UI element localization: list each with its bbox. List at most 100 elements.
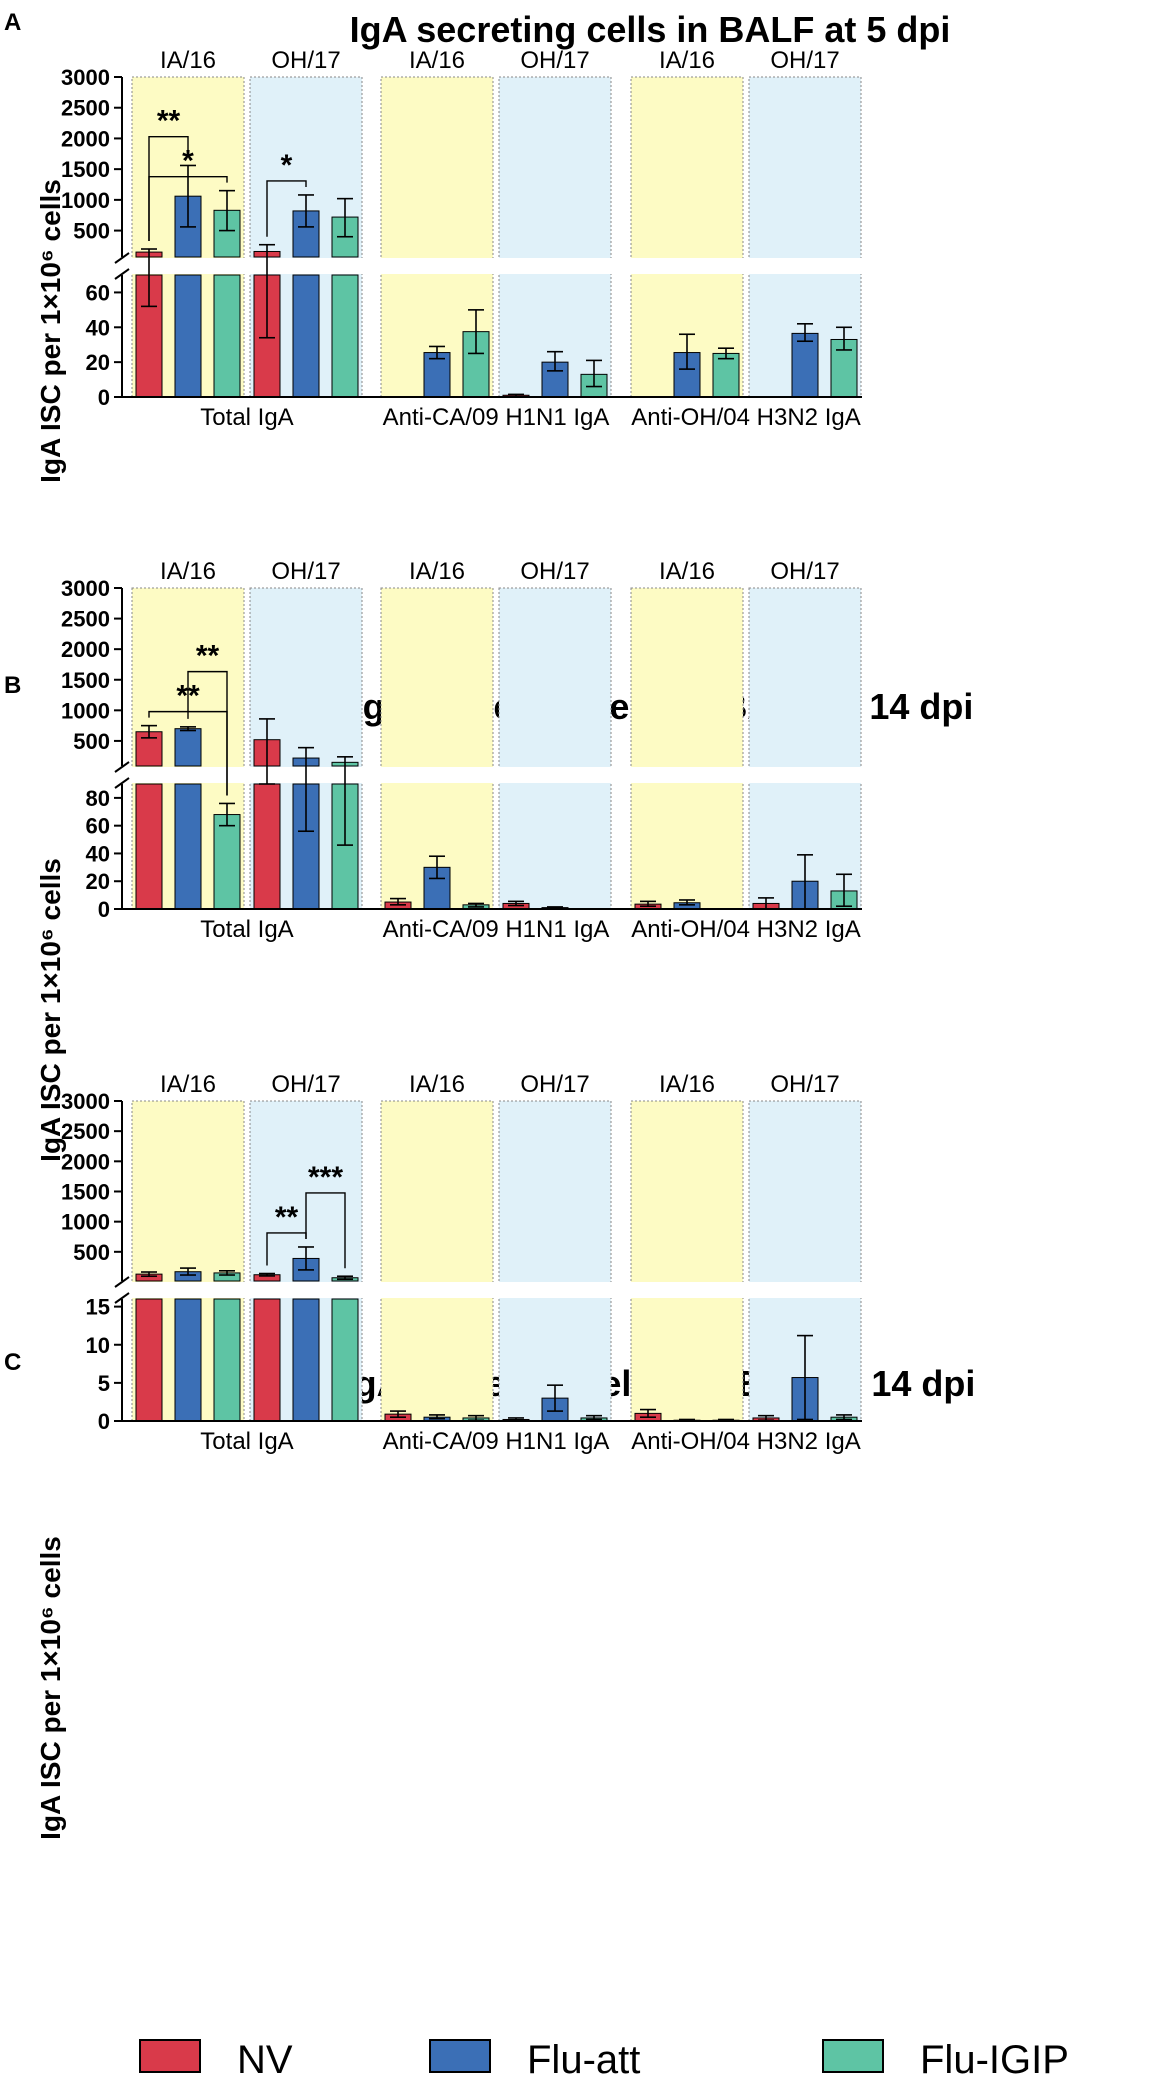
axis-break-mark [114, 777, 130, 789]
axis-break-gap [100, 1282, 1150, 1298]
y-tick-label: 2000 [61, 1149, 110, 1174]
strain-label: OH/17 [271, 1071, 340, 1098]
axis-break-mark [114, 252, 130, 264]
y-tick-label: 40 [86, 315, 110, 340]
group-label: Anti-OH/04 H3N2 IgA [631, 404, 860, 431]
significance-bracket [148, 135, 189, 242]
group-label: Total IgA [200, 404, 293, 431]
bar [174, 1298, 202, 1422]
group-label: Anti-CA/09 H1N1 IgA [383, 404, 610, 431]
strain-label: OH/17 [271, 47, 340, 74]
panel-c-plot: IA/16 OH/17 IA/16 OH/17 IA/16 OH/17*****50010… [61, 1071, 1150, 1455]
strain-label: OH/17 [770, 1071, 839, 1098]
legend-swatch-flu-att [429, 2039, 491, 2073]
strain-label: IA/16 [409, 1071, 465, 1098]
legend: NV Flu-att Flu-IGIP [139, 2038, 1069, 2076]
y-tick-label: 3000 [61, 65, 110, 90]
strain-label: IA/16 [409, 47, 465, 74]
y-tick-label: 2000 [61, 637, 110, 662]
group-label: Anti-OH/04 H3N2 IgA [631, 1428, 860, 1455]
y-tick-label: 1500 [61, 668, 110, 693]
legend-item-flu-att: Flu-att [429, 2038, 640, 2076]
strain-box [498, 587, 612, 910]
strain-label: IA/16 [160, 1071, 216, 1098]
panel-c-y-axis-label: IgA ISC per 1×10⁶ cells [35, 1536, 66, 1840]
strain-label: OH/17 [520, 558, 589, 585]
legend-label-nv: NV [237, 2038, 293, 2076]
bar [213, 1298, 241, 1422]
y-tick-label: 60 [86, 814, 110, 839]
significance-bracket [305, 1192, 346, 1269]
y-tick-label: 500 [73, 219, 110, 244]
panel-c: C IgA secreting cells in PBMC at 14 dpi … [4, 1071, 1150, 1840]
strain-label: OH/17 [520, 1071, 589, 1098]
bar [135, 1298, 163, 1422]
strain-label: IA/16 [659, 1071, 715, 1098]
strain-label: OH/17 [770, 558, 839, 585]
legend-label-flu-igip: Flu-IGIP [920, 2038, 1069, 2076]
panel-letter-c: C [4, 1349, 21, 1376]
group-label: Anti-OH/04 H3N2 IgA [631, 916, 860, 943]
significance-bracket [266, 180, 307, 237]
y-tick-label: 500 [73, 729, 110, 754]
y-tick-label: 3000 [61, 1089, 110, 1114]
bar [253, 1298, 281, 1422]
axis-break-gap [100, 258, 1150, 274]
y-tick-label: 500 [73, 1240, 110, 1265]
group-label: Total IgA [200, 1428, 293, 1455]
bar [253, 783, 281, 910]
legend-swatch-flu-igip [822, 2039, 884, 2073]
y-tick-label: 2500 [61, 96, 110, 121]
strain-label: OH/17 [271, 558, 340, 585]
group-label: Anti-CA/09 H1N1 IgA [383, 1428, 610, 1455]
y-tick-label: 1500 [61, 1179, 110, 1204]
bar [423, 352, 451, 398]
bar [174, 783, 202, 910]
y-tick-label: 0 [98, 385, 110, 410]
axis-break-mark [114, 1276, 130, 1288]
bar [331, 1298, 359, 1422]
panel-b-plot: IA/16 OH/17 IA/16 OH/17 IA/16 OH/17****500100… [61, 558, 1150, 943]
y-tick-label: 0 [98, 897, 110, 922]
y-tick-label: 0 [98, 1409, 110, 1434]
panel-a-y-axis-label: IgA ISC per 1×10⁶ cells [35, 179, 66, 483]
y-tick-label: 40 [86, 841, 110, 866]
y-tick-label: 1000 [61, 698, 110, 723]
panel-b-y-axis-label: IgA ISC per 1×10⁶ cells [35, 858, 66, 1162]
significance-label: ** [157, 105, 181, 138]
strain-label: IA/16 [409, 558, 465, 585]
bar [174, 274, 202, 398]
significance-label: * [281, 149, 293, 182]
significance-label: *** [308, 1161, 343, 1194]
y-tick-label: 3000 [61, 576, 110, 601]
bar [712, 352, 740, 398]
group-label: Total IgA [200, 916, 293, 943]
significance-label: ** [196, 640, 220, 673]
strain-box [630, 587, 744, 910]
bar [213, 814, 241, 910]
bar [213, 274, 241, 398]
panel-b: B IgA secreting cells in BALF at 14 dpi … [4, 558, 1150, 1162]
panel-a-plot: IA/16 OH/17 IA/16 OH/17 IA/16 OH/17****500100… [61, 47, 1150, 431]
axis-break-gap [100, 767, 1150, 783]
strain-label: IA/16 [160, 47, 216, 74]
y-tick-label: 60 [86, 280, 110, 305]
strain-box [498, 76, 612, 398]
panel-a: A IgA secreting cells in BALF at 5 dpi I… [4, 9, 1150, 483]
y-tick-label: 2000 [61, 126, 110, 151]
legend-item-flu-igip: Flu-IGIP [822, 2038, 1069, 2076]
strain-label: OH/17 [520, 47, 589, 74]
strain-box [498, 1100, 612, 1422]
legend-label-flu-att: Flu-att [527, 2038, 640, 2076]
axis-break-mark [114, 268, 130, 280]
strain-label: IA/16 [659, 558, 715, 585]
significance-bracket [187, 670, 228, 796]
axis-break-mark [114, 761, 130, 773]
bar [292, 1298, 320, 1422]
panel-a-title: IgA secreting cells in BALF at 5 dpi [350, 9, 951, 50]
y-tick-label: 1000 [61, 1210, 110, 1235]
y-tick-label: 2500 [61, 1119, 110, 1144]
significance-label: * [182, 145, 194, 178]
legend-item-nv: NV [139, 2038, 293, 2076]
